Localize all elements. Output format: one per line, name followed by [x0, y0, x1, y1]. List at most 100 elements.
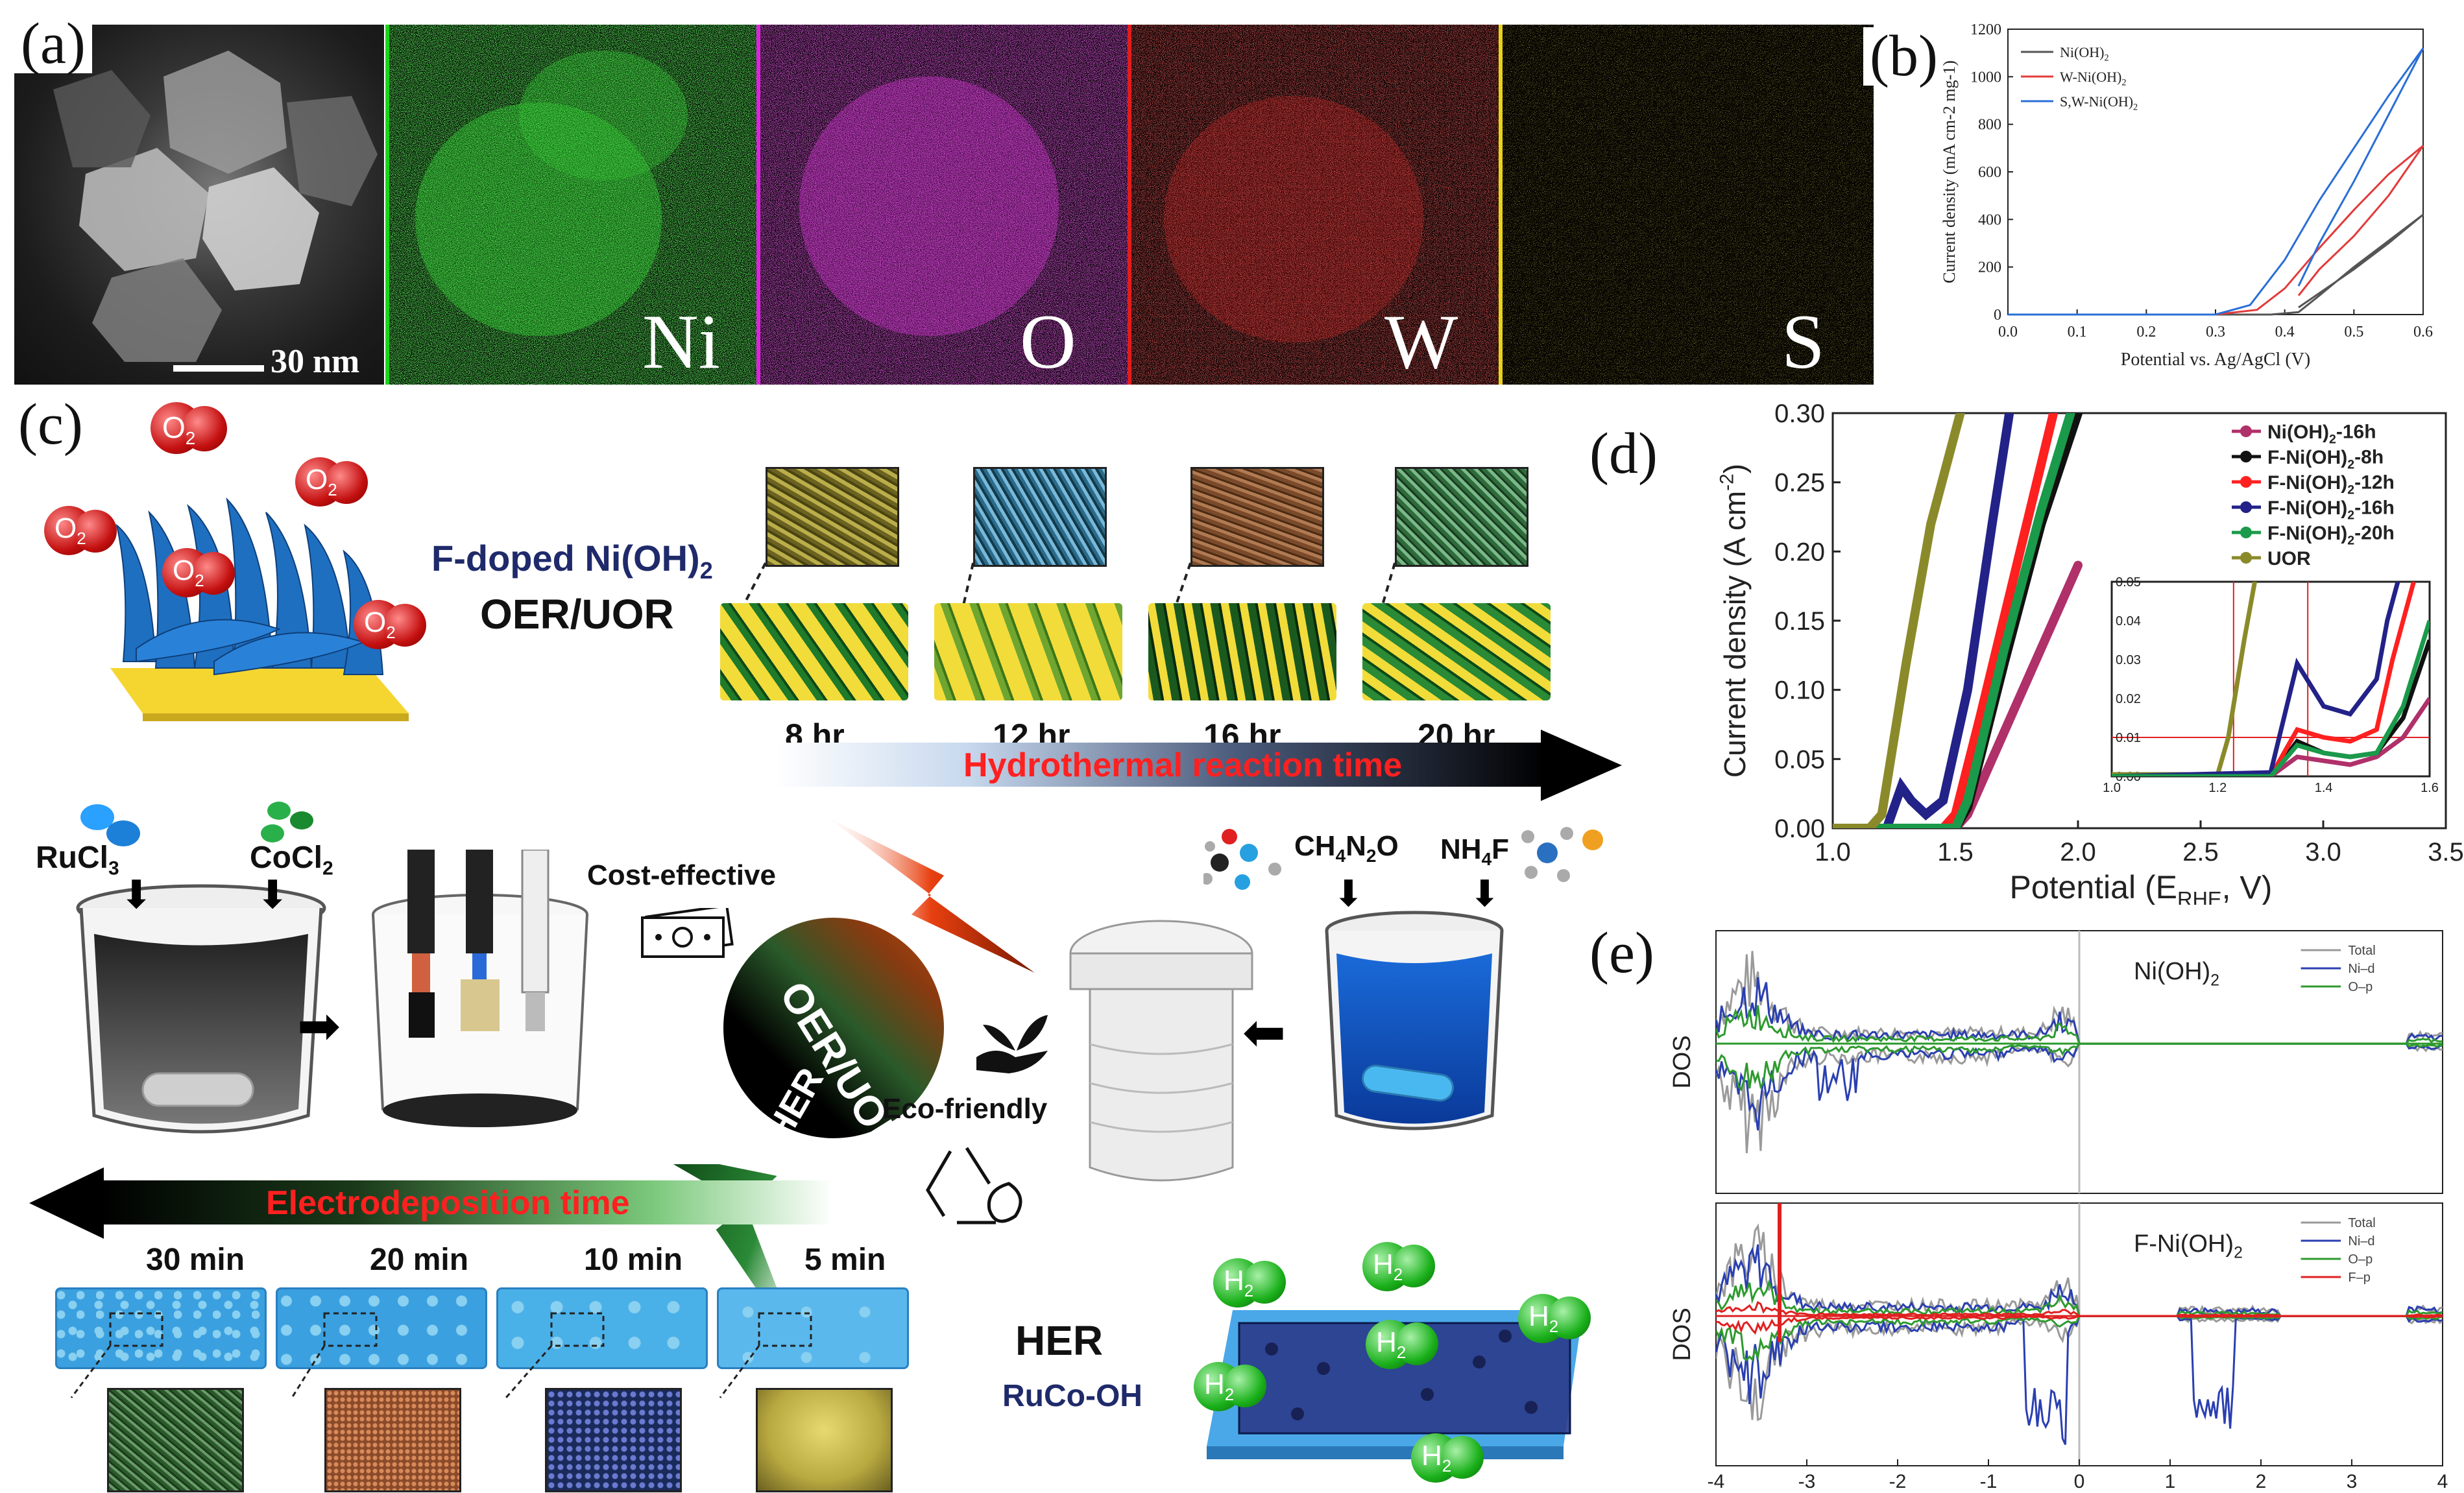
- tile-20hr: [1362, 603, 1551, 700]
- lightning-oer-icon: [827, 817, 1035, 973]
- x-tick-label: 3.0: [2305, 838, 2341, 866]
- x-tick-label: 0.0: [1998, 324, 2018, 340]
- panel-a-label: (a): [14, 15, 92, 73]
- h2-molecule-3: H2: [1518, 1294, 1602, 1346]
- h2-text: H: [1421, 1440, 1442, 1472]
- y-tick-label: 0.15: [1774, 607, 1825, 636]
- label-part: 2: [2347, 483, 2354, 497]
- h2-sub: 2: [1244, 1280, 1254, 1300]
- series-line-4: [1833, 413, 2075, 828]
- oer-uor-title: OER/UOR: [480, 591, 674, 638]
- x-tick-label: 0.6: [2413, 324, 2433, 340]
- tile-8hr: [720, 603, 908, 700]
- label-part: 2: [2104, 53, 2108, 64]
- chart-b: 0.0 0.1 0.2 0.3 0.4 0.5 0.6 0 200 400 600 800 1000 12…: [1940, 21, 2433, 370]
- recycle-icon: [926, 1147, 1022, 1224]
- o2-text: O: [364, 606, 387, 638]
- cocl2-text: CoCl: [250, 841, 322, 875]
- legend-marker-0: [2240, 425, 2252, 437]
- element-label-ni: Ni: [642, 298, 720, 385]
- sem-thumb-8hr: [766, 467, 899, 567]
- legend-marker-3: [2240, 501, 2252, 513]
- o2-text: O: [306, 464, 328, 496]
- dos-ylabel-0: DOS: [1669, 1035, 1696, 1088]
- label-part: F-Ni(OH): [2267, 447, 2347, 468]
- down-arrow-3: ⬇: [1333, 873, 1364, 914]
- electro-time-10: 10 min: [584, 1243, 683, 1277]
- x-tick-label: 0.4: [2275, 324, 2295, 340]
- label-part: S,W-Ni(OH): [2060, 93, 2133, 110]
- electro-tile-30: [55, 1287, 267, 1369]
- legend-label-4: F-Ni(OH)2-20h: [2267, 523, 2395, 548]
- label-part: F-Ni(OH): [2267, 497, 2347, 519]
- y-tick-label: 200: [1978, 259, 2001, 276]
- down-arrow-4: ⬇: [1469, 873, 1500, 914]
- nanoparticle-shapes: [53, 51, 378, 362]
- ch4n2o-text-3: O: [1376, 830, 1399, 862]
- legend-label-2: S,W-Ni(OH)2: [2060, 93, 2138, 113]
- electro-connectors: [70, 1312, 812, 1398]
- label-part: 2: [2347, 458, 2354, 472]
- electro-time-5: 5 min: [804, 1243, 886, 1277]
- x-tick-label: 0.5: [2344, 324, 2363, 340]
- ch4n2o-sub: 4: [1335, 845, 1346, 866]
- label-part: 2: [2347, 508, 2354, 523]
- o2-text: O: [173, 555, 195, 586]
- nh4f-text-2: F: [1492, 833, 1510, 865]
- legend-label-2: F-Ni(OH)2-12h: [2267, 472, 2395, 497]
- nanosheet-oer-illustration: [110, 497, 409, 721]
- label-part: Potential (E: [2010, 869, 2177, 905]
- inset-y-tick-label: 0.03: [2116, 653, 2141, 667]
- y-tick-label: 0.00: [1774, 815, 1825, 843]
- money-icon: [641, 908, 734, 958]
- molecule-nh4f-icon: [1521, 827, 1603, 882]
- series-line-1: [2008, 145, 2424, 316]
- dos-x-tick-label: 3: [2347, 1471, 2358, 1492]
- o2-molecule-4: O2: [162, 548, 247, 600]
- h2-text: H: [1204, 1368, 1225, 1400]
- hydro-arrow: Hydrothermal reaction time: [775, 730, 1625, 801]
- label-part: Ni(OH): [2060, 44, 2104, 60]
- o2-molecule-5: O2: [354, 600, 438, 652]
- dos-x-tick-label: 4: [2437, 1471, 2448, 1492]
- series-line-0: [1833, 560, 2083, 828]
- o2-molecule-1: O2: [151, 402, 235, 454]
- y-tick-label: 0.10: [1774, 676, 1825, 705]
- label-part: , V): [2222, 870, 2273, 905]
- dos-legend-label: F–p: [2348, 1271, 2370, 1285]
- ch4n2o-sub-2: 2: [1366, 845, 1377, 866]
- electrodeposition-cell: [372, 850, 588, 1127]
- label-part: -16h: [2354, 497, 2395, 519]
- rucl3-sub: 3: [108, 857, 119, 879]
- cost-effective-label: Cost-effective: [587, 859, 776, 891]
- legend-label-0: Ni(OH)2-16h: [2267, 422, 2376, 447]
- o2-sub: 2: [185, 428, 196, 449]
- x-axis-label: Potential (ERHE, V): [2010, 869, 2273, 905]
- dos-ylabel-1: DOS: [1669, 1308, 1696, 1361]
- ch4n2o-text: CH: [1294, 830, 1336, 862]
- h2-sub: 2: [1442, 1455, 1452, 1475]
- label-part: 2: [2210, 972, 2219, 990]
- inset-x-tick-label: 1.2: [2208, 781, 2227, 795]
- label-part: F-Ni(OH): [2134, 1230, 2234, 1258]
- dos-x-tick-label: 2: [2256, 1471, 2267, 1492]
- inset-x-tick-label: 1.0: [2103, 781, 2121, 795]
- sem-thumb-20hr: [1395, 467, 1528, 567]
- h2-molecule-5: H2: [1194, 1362, 1278, 1414]
- dos-x-tick-label: 1: [2165, 1471, 2176, 1492]
- dos-legend-label: Ni–d: [2348, 962, 2374, 976]
- label-part: -8h: [2354, 447, 2384, 468]
- inset-y-tick-label: 0.02: [2116, 692, 2141, 706]
- h2-text: H: [1376, 1326, 1397, 1358]
- rucl3-text: RuCl: [36, 841, 108, 875]
- nh4f-text: NH: [1440, 833, 1482, 865]
- ruco-oh-title: RuCo-OH: [1002, 1379, 1142, 1413]
- h2-molecule-2: H2: [1362, 1242, 1447, 1294]
- inset-x-tick-label: 1.4: [2315, 781, 2333, 795]
- o2-sub: 2: [386, 622, 396, 642]
- chart-d: 1.0 1.5 2.0 2.5 3.0 3.5 0.00 0.05 0.10 0.15 0.20 0.…: [1717, 400, 2464, 905]
- down-arrow-1: ⬇: [120, 873, 153, 916]
- cocl2-label: CoCl2: [250, 840, 333, 880]
- down-arrow-2: ⬇: [256, 873, 289, 916]
- fdoped-title: F-doped Ni(OH)2: [431, 537, 713, 584]
